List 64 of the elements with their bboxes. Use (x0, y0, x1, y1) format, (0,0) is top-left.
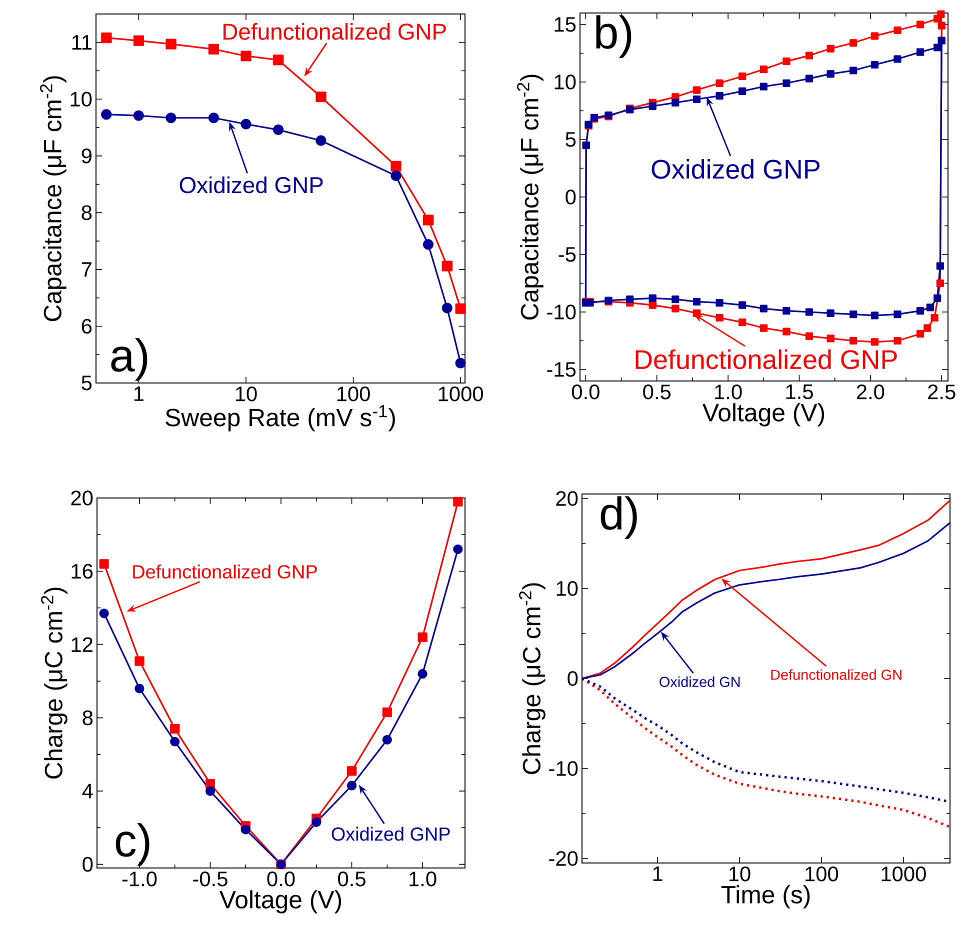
x-tick-label: 1.5 (786, 384, 813, 400)
annotation: Defunctionalized GNP (133, 564, 317, 579)
y-tick-label: 0 (82, 856, 93, 872)
x-tick-label: 1.0 (715, 384, 742, 400)
y-axis-title: Charge (μC cm$^{-2}$) (41, 588, 68, 779)
y-tick-label: 6 (82, 318, 92, 334)
annotation: Oxidized GNP (180, 176, 323, 194)
y-tick-label: 10 (556, 581, 578, 596)
x-tick-label: 1.0 (410, 872, 436, 886)
y-tick-label: 5 (566, 132, 576, 147)
x-tick-label: 0.5 (643, 384, 671, 400)
y-tick-label: 8 (82, 205, 92, 220)
x-tick-label: 100 (806, 866, 838, 882)
x-tick-label: -0.5 (193, 872, 228, 886)
y-tick-label: 0 (568, 671, 578, 686)
y-axis-title: Capacitance (μF cm$^{-2}$) (40, 76, 66, 322)
x-axis-title: Time (s) (721, 885, 810, 908)
annotation: Defunctionalized GN (771, 669, 902, 680)
x-tick-label: -1.0 (122, 872, 157, 886)
y-tick-label: 4 (82, 784, 93, 798)
x-tick-label: 10 (729, 866, 750, 882)
y-axis-title: Capacitance (μF cm$^{-2}$) (517, 74, 544, 320)
y-tick-label: 11 (72, 35, 92, 50)
y-tick-label: 16 (72, 564, 93, 579)
y-tick-label: 7 (82, 262, 92, 277)
y-tick-label: 9 (82, 148, 92, 164)
x-tick-label: 1 (653, 866, 662, 881)
x-tick-label: 1000 (438, 386, 483, 402)
annotation: Defunctionalized GNP (224, 23, 446, 40)
y-tick-label: 20 (556, 491, 578, 506)
y-tick-label: -15 (547, 362, 576, 377)
x-tick-label: 0.5 (338, 872, 366, 886)
y-tick-label: 10 (554, 74, 576, 90)
y-tick-label: 5 (82, 376, 92, 390)
annotation: a) (111, 338, 148, 381)
annotation: d) (600, 496, 637, 539)
y-tick-label: 8 (82, 710, 93, 726)
y-tick-label: -10 (549, 761, 578, 776)
annotation: Oxidized GNP (652, 159, 820, 179)
y-tick-label: 20 (71, 490, 93, 506)
y-tick-label: 15 (554, 17, 576, 32)
x-axis-title: Voltage (V) (702, 403, 824, 426)
x-tick-label: 2.5 (928, 384, 956, 400)
x-tick-label: 1 (134, 386, 144, 401)
x-axis-title: Voltage (V) (220, 890, 342, 914)
y-axis-title: Charge (μC cm$^{-2}$) (519, 583, 546, 774)
annotation: Defunctionalized GNP (636, 349, 897, 370)
x-axis-title: Sweep Rate (mV s$^{-1}$) (166, 405, 395, 432)
y-tick-label: -10 (547, 304, 576, 320)
x-tick-label: 0.0 (572, 384, 600, 400)
y-tick-label: 10 (70, 92, 92, 107)
x-tick-label: 2.0 (856, 384, 884, 400)
x-tick-label: 0.0 (267, 872, 295, 886)
x-tick-label: 1000 (882, 866, 926, 882)
annotation: Oxidized GN (660, 676, 740, 688)
y-tick-label: -20 (549, 851, 578, 866)
annotation: Oxidized GNP (332, 826, 450, 841)
annotation: c) (116, 823, 150, 866)
x-tick-label: 100 (337, 386, 370, 402)
annotation: b) (596, 15, 632, 58)
y-tick-label: 12 (72, 637, 92, 652)
y-tick-label: -5 (558, 247, 576, 262)
x-tick-label: 10 (236, 386, 257, 402)
y-tick-label: 0 (566, 190, 576, 204)
